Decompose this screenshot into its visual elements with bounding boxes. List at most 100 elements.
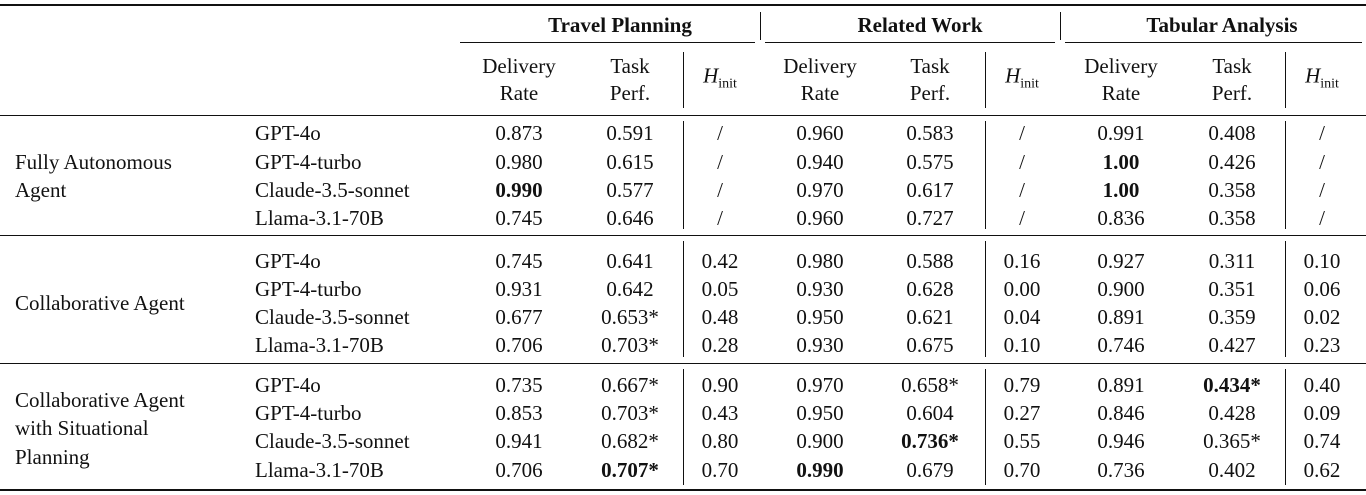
subscript: init <box>1020 76 1039 92</box>
cell: / <box>1019 178 1025 202</box>
column-header: Delivery <box>783 54 857 78</box>
model-name: Claude-3.5-sonnet <box>255 178 410 202</box>
cell: 1.00 <box>1102 150 1140 174</box>
rule <box>0 489 1366 491</box>
cell: 0.980 <box>495 150 543 174</box>
column-header: Delivery <box>482 54 556 78</box>
section-title: Tabular Analysis <box>1146 13 1298 37</box>
cell: 0.09 <box>1303 401 1341 425</box>
cell: 0.677 <box>495 305 543 329</box>
column-header: Rate <box>1101 81 1141 105</box>
model-name: Claude-3.5-sonnet <box>255 429 410 453</box>
cell: 0.583 <box>906 121 954 145</box>
cell: 0.62 <box>1303 458 1341 482</box>
cell: 0.940 <box>796 150 844 174</box>
cell: / <box>717 178 723 202</box>
cell: / <box>717 206 723 230</box>
cell: 0.667* <box>601 373 659 397</box>
cell: / <box>717 150 723 174</box>
rule <box>985 241 986 357</box>
rule <box>1285 121 1286 229</box>
subscript: init <box>718 76 737 92</box>
cell: 0.28 <box>701 333 739 357</box>
cell: 0.950 <box>796 305 844 329</box>
column-header: Task <box>1212 54 1252 78</box>
model-name: Claude-3.5-sonnet <box>255 305 410 329</box>
subscript: init <box>1320 76 1339 92</box>
cell: 0.617 <box>906 178 954 202</box>
cell: 0.927 <box>1097 249 1145 273</box>
cell: 0.23 <box>1303 333 1341 357</box>
cell: 0.706 <box>495 333 543 357</box>
cell: 0.946 <box>1097 429 1145 453</box>
cell: 0.745 <box>495 249 543 273</box>
cell: 0.04 <box>1003 305 1041 329</box>
cell: 0.358 <box>1208 178 1256 202</box>
model-name: Llama-3.1-70B <box>255 206 384 230</box>
cell: 0.575 <box>906 150 954 174</box>
rule <box>985 52 986 108</box>
cell: 0.359 <box>1208 305 1256 329</box>
cell: 0.991 <box>1097 121 1145 145</box>
cell: 0.402 <box>1208 458 1256 482</box>
rule <box>683 241 684 357</box>
model-name: GPT-4o <box>255 373 321 397</box>
cell: 0.10 <box>1003 333 1041 357</box>
model-name: GPT-4o <box>255 121 321 145</box>
column-header: Hinit <box>1305 62 1339 97</box>
cell: 0.679 <box>906 458 954 482</box>
cell: 0.40 <box>1303 373 1341 397</box>
cell: 0.980 <box>796 249 844 273</box>
rule <box>683 369 684 485</box>
rule <box>460 42 755 43</box>
cell: 0.90 <box>701 373 739 397</box>
cell: 0.70 <box>1003 458 1041 482</box>
cell: 0.836 <box>1097 206 1145 230</box>
cell: 0.960 <box>796 206 844 230</box>
cell: / <box>1319 121 1325 145</box>
cell: 0.427 <box>1208 333 1256 357</box>
cell: 0.900 <box>1097 277 1145 301</box>
cell: / <box>1019 121 1025 145</box>
column-header: Task <box>910 54 950 78</box>
cell: 0.80 <box>701 429 739 453</box>
rule <box>985 121 986 229</box>
cell: 0.628 <box>906 277 954 301</box>
rule <box>0 115 1366 116</box>
symbol: H <box>1305 63 1321 88</box>
cell: 0.703* <box>601 401 659 425</box>
cell: 0.930 <box>796 277 844 301</box>
column-header: Rate <box>499 81 539 105</box>
section-title: Travel Planning <box>548 13 692 37</box>
cell: 0.42 <box>701 249 739 273</box>
column-header: Perf. <box>609 81 651 105</box>
cell: 0.615 <box>606 150 654 174</box>
cell: 0.577 <box>606 178 654 202</box>
cell: 0.70 <box>701 458 739 482</box>
cell: 0.05 <box>701 277 739 301</box>
cell: 0.428 <box>1208 401 1256 425</box>
cell: 0.891 <box>1097 373 1145 397</box>
cell: 0.970 <box>796 178 844 202</box>
cell: 0.426 <box>1208 150 1256 174</box>
cell: 0.675 <box>906 333 954 357</box>
group-label: Collaborative Agent <box>15 388 185 412</box>
cell: 0.365* <box>1203 429 1261 453</box>
symbol: H <box>1005 63 1021 88</box>
cell: 0.900 <box>796 429 844 453</box>
cell: 0.434* <box>1203 373 1261 397</box>
rule <box>1060 12 1061 40</box>
cell: / <box>717 121 723 145</box>
rule <box>760 12 761 40</box>
cell: 0.891 <box>1097 305 1145 329</box>
cell: 0.853 <box>495 401 543 425</box>
cell: 0.736 <box>1097 458 1145 482</box>
rule <box>683 121 684 229</box>
cell: 0.941 <box>495 429 543 453</box>
column-header: Hinit <box>703 62 737 97</box>
cell: / <box>1319 150 1325 174</box>
cell: 0.707* <box>601 458 659 482</box>
rule <box>1285 52 1286 108</box>
cell: 0.351 <box>1208 277 1256 301</box>
